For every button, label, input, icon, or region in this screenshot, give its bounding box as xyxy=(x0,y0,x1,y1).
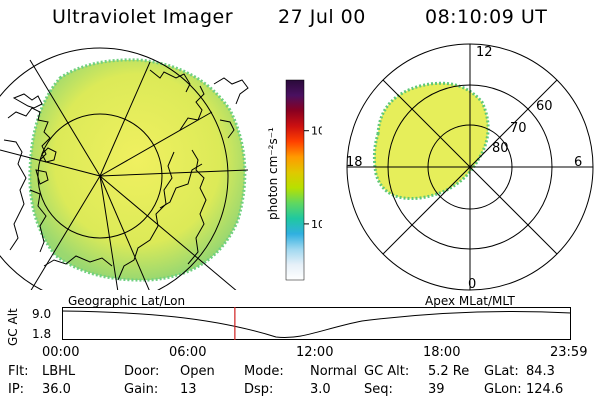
info-value: 84.3 xyxy=(526,364,555,379)
info-key: GLat: xyxy=(484,364,519,379)
instrument-title: Ultraviolet Imager xyxy=(52,6,234,28)
info-key: IP: xyxy=(8,382,25,397)
timeline-ytick-bottom: 1.8 xyxy=(32,327,52,341)
info-key: GLon: xyxy=(484,382,522,397)
mlt-label-6: 6 xyxy=(574,155,582,170)
timeline-ytick-top: 9.0 xyxy=(32,307,52,321)
info-key: Flt: xyxy=(8,364,29,379)
info-key: GC Alt: xyxy=(364,364,410,379)
timeline-x-tick: 12:00 xyxy=(296,345,334,360)
uv-image-disc xyxy=(28,58,247,282)
geo-map-label: Geographic Lat/Lon xyxy=(68,294,186,308)
info-key: Mode: xyxy=(244,364,284,379)
mlat-label-70: 70 xyxy=(510,121,527,136)
mlt-label-18: 18 xyxy=(346,155,363,170)
info-value: 5.2 Re xyxy=(428,364,470,379)
orbit-timeline xyxy=(62,307,572,340)
info-value: LBHL xyxy=(42,364,76,379)
timeline-x-tick: 06:00 xyxy=(169,345,207,360)
info-key: Door: xyxy=(124,364,160,379)
info-value: 3.0 xyxy=(310,382,331,397)
info-key: Dsp: xyxy=(244,382,274,397)
colorbar-tick-label: 100 xyxy=(311,125,322,138)
info-value: Open xyxy=(180,364,215,379)
mlt-label-12: 12 xyxy=(476,45,493,60)
polar-map: 12 18 6 0 60 70 80 xyxy=(346,43,594,292)
longitude-lines xyxy=(0,59,249,290)
info-key: Seq: xyxy=(364,382,393,397)
colorbar: 100 10 xyxy=(285,79,322,281)
info-value: 39 xyxy=(428,382,445,397)
observation-date: 27 Jul 00 xyxy=(278,6,366,28)
auroral-oval xyxy=(372,81,490,200)
lat-circle-outer xyxy=(0,47,229,290)
info-value: Normal xyxy=(310,364,358,379)
timeline-y-label: GC Alt xyxy=(6,308,20,346)
info-value: 124.6 xyxy=(526,382,564,397)
geographic-map xyxy=(0,47,249,290)
polar-grid xyxy=(346,43,594,291)
colorbar-unit-label: photon cm⁻²s⁻¹ xyxy=(266,127,280,220)
altitude-curve xyxy=(62,310,572,338)
info-key: Gain: xyxy=(124,382,159,397)
colorbar-strip xyxy=(285,79,305,281)
colorbar-tick-label: 10 xyxy=(311,218,322,231)
colorbar-ticks: 100 10 xyxy=(304,125,322,231)
mlat-label-60: 60 xyxy=(536,99,553,114)
observation-time: 08:10:09 UT xyxy=(425,6,548,28)
timeline-x-tick: 23:59 xyxy=(550,345,588,360)
polar-map-label: Apex MLat/MLT xyxy=(425,294,515,308)
info-value: 13 xyxy=(180,382,197,397)
info-value: 36.0 xyxy=(42,382,71,397)
coastlines xyxy=(3,69,249,281)
timeline-x-tick: 00:00 xyxy=(42,345,80,360)
mlat-label-80: 80 xyxy=(492,141,509,156)
mlt-label-0: 0 xyxy=(468,277,476,292)
timeline-x-tick: 18:00 xyxy=(423,345,461,360)
timeline-frame xyxy=(62,307,571,340)
